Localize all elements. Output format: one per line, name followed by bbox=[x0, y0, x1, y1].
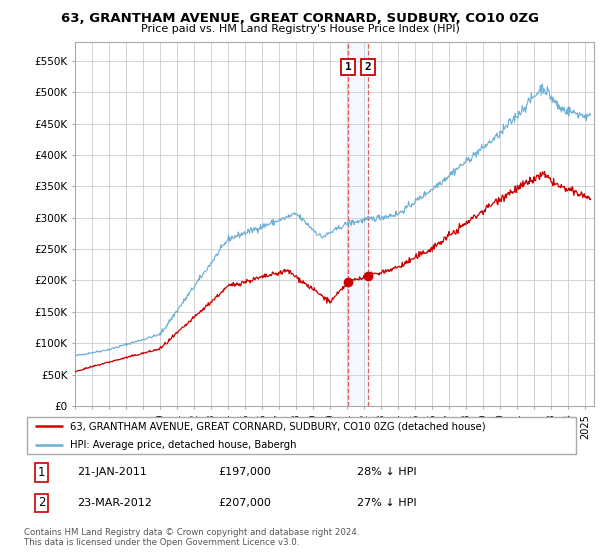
Text: 63, GRANTHAM AVENUE, GREAT CORNARD, SUDBURY, CO10 0ZG: 63, GRANTHAM AVENUE, GREAT CORNARD, SUDB… bbox=[61, 12, 539, 25]
Text: 2: 2 bbox=[365, 62, 371, 72]
Text: 1: 1 bbox=[345, 62, 352, 72]
Text: HPI: Average price, detached house, Babergh: HPI: Average price, detached house, Babe… bbox=[70, 440, 296, 450]
Text: £207,000: £207,000 bbox=[218, 498, 271, 508]
Text: 23-MAR-2012: 23-MAR-2012 bbox=[77, 498, 152, 508]
Text: 27% ↓ HPI: 27% ↓ HPI bbox=[357, 498, 416, 508]
Text: Price paid vs. HM Land Registry's House Price Index (HPI): Price paid vs. HM Land Registry's House … bbox=[140, 24, 460, 34]
Text: 21-JAN-2011: 21-JAN-2011 bbox=[77, 467, 146, 477]
Text: Contains HM Land Registry data © Crown copyright and database right 2024.
This d: Contains HM Land Registry data © Crown c… bbox=[24, 528, 359, 547]
Text: £197,000: £197,000 bbox=[218, 467, 271, 477]
FancyBboxPatch shape bbox=[27, 417, 576, 454]
Text: 28% ↓ HPI: 28% ↓ HPI bbox=[357, 467, 416, 477]
Text: 1: 1 bbox=[38, 465, 46, 479]
Text: 2: 2 bbox=[38, 497, 46, 510]
Bar bbox=[348, 42, 368, 406]
Text: 63, GRANTHAM AVENUE, GREAT CORNARD, SUDBURY, CO10 0ZG (detached house): 63, GRANTHAM AVENUE, GREAT CORNARD, SUDB… bbox=[70, 421, 485, 431]
